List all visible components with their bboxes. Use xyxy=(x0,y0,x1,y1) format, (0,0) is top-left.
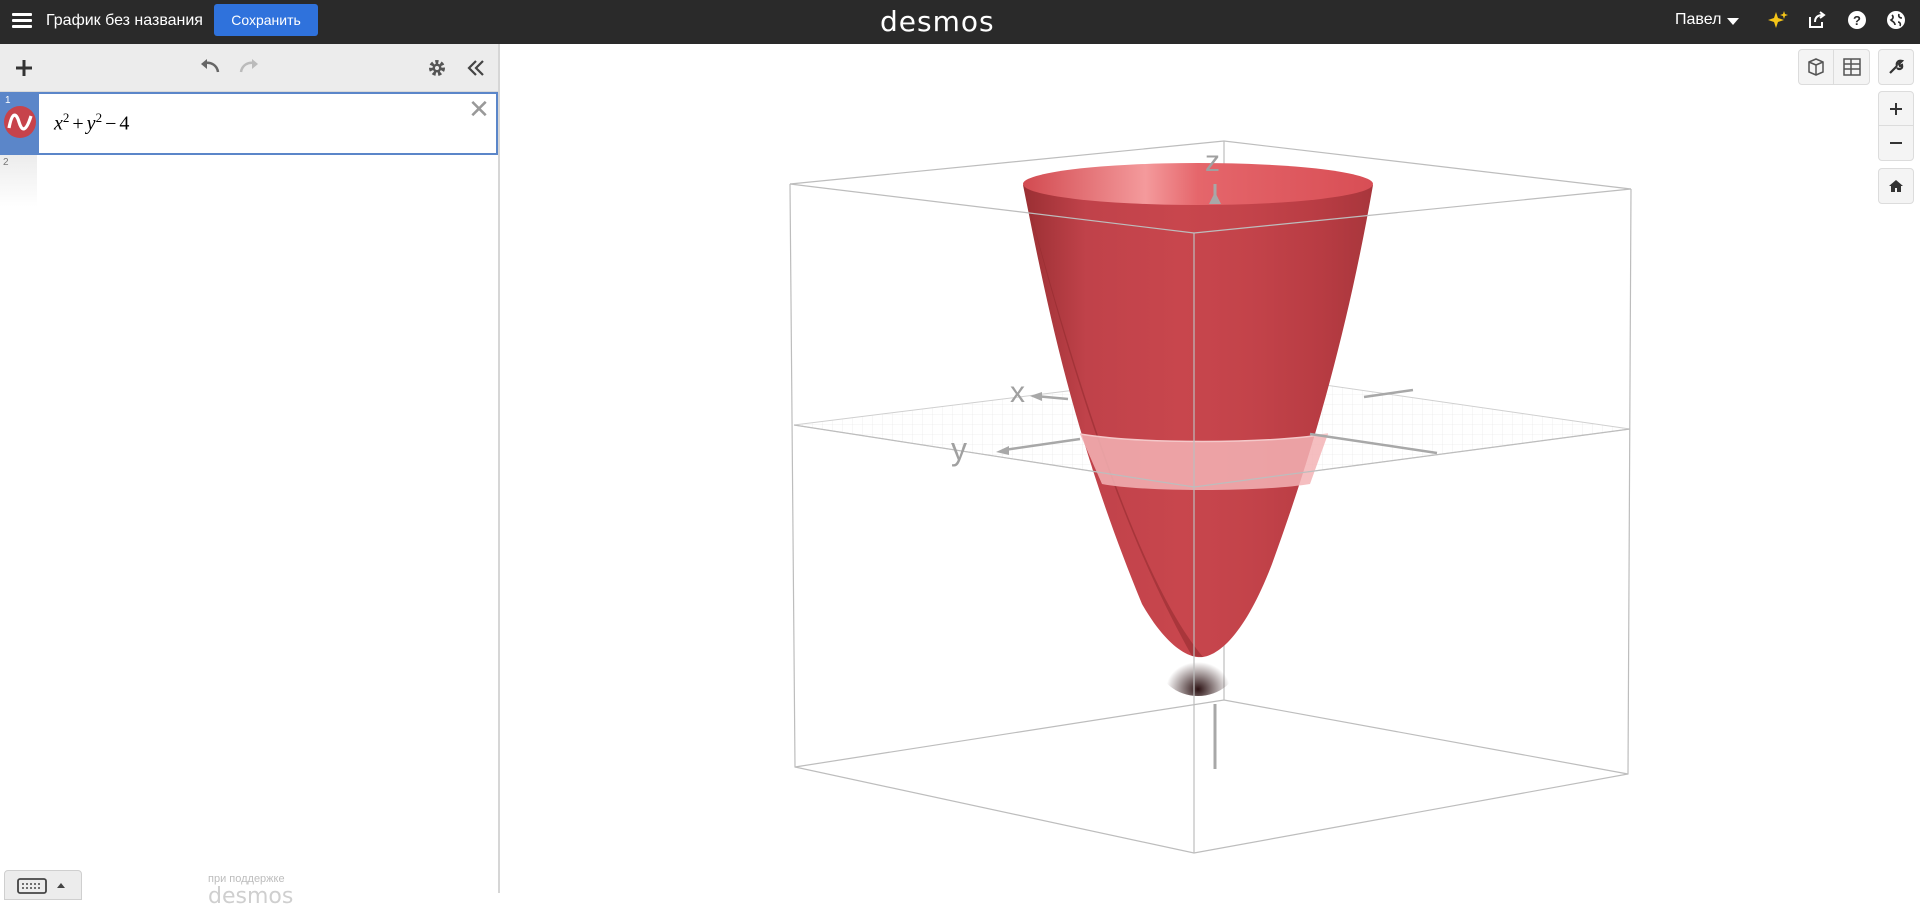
surface-color-icon[interactable] xyxy=(4,106,36,138)
view-toggle-group xyxy=(1798,49,1870,85)
home-icon[interactable] xyxy=(1878,168,1914,204)
user-menu[interactable]: Павел xyxy=(1675,11,1740,29)
zoom-in-icon[interactable] xyxy=(1879,92,1913,126)
collapse-panel-icon[interactable] xyxy=(464,56,488,80)
expression-toolbar xyxy=(0,44,498,92)
3d-graph[interactable]: z x y xyxy=(502,44,1920,893)
bounding-box-front xyxy=(789,183,1632,854)
graph-title[interactable]: График без названия xyxy=(46,12,203,29)
expression-panel: 1 x2 + y2−4 ✕ 2 при поддержке desmos xyxy=(0,44,500,909)
help-icon[interactable]: ? xyxy=(1846,10,1868,32)
user-name: Павел xyxy=(1675,11,1722,28)
expression-tab[interactable]: 1 xyxy=(2,94,39,153)
axis-y-label: y xyxy=(951,431,967,467)
chevron-down-icon xyxy=(1727,17,1740,25)
zoom-out-icon[interactable] xyxy=(1879,126,1913,160)
language-icon[interactable] xyxy=(1885,10,1907,32)
keyboard-toggle-button[interactable] xyxy=(4,870,82,900)
axis-x-label: x xyxy=(1010,376,1025,409)
axes xyxy=(996,184,1438,769)
top-bar: График без названия Сохранить desmos Пав… xyxy=(0,0,1920,44)
menu-icon[interactable] xyxy=(12,11,32,31)
save-button[interactable]: Сохранить xyxy=(214,4,318,36)
expression-index: 2 xyxy=(3,157,9,168)
wrench-icon[interactable] xyxy=(1878,49,1914,85)
close-icon[interactable]: ✕ xyxy=(468,94,490,124)
desmos-logo: desmos xyxy=(880,5,995,38)
add-expression-icon[interactable] xyxy=(12,56,36,80)
expression-row[interactable]: 1 x2 + y2−4 ✕ xyxy=(0,92,498,155)
axis-z-label: z xyxy=(1205,145,1220,178)
graph-canvas[interactable]: z x y xyxy=(502,44,1920,893)
expression-math[interactable]: x2 + y2−4 xyxy=(54,110,130,135)
expression-tab: 2 xyxy=(0,155,37,207)
paraboloid-surface[interactable] xyxy=(1023,163,1373,696)
svg-text:?: ? xyxy=(1853,13,1861,28)
3d-view-icon[interactable] xyxy=(1799,50,1835,84)
powered-by-label: при поддержке xyxy=(208,873,285,885)
empty-expression-row[interactable]: 2 xyxy=(0,155,498,207)
undo-icon[interactable] xyxy=(198,56,222,80)
sparkle-icon[interactable] xyxy=(1767,10,1789,32)
share-icon[interactable] xyxy=(1806,10,1828,32)
powered-by-logo: desmos xyxy=(208,884,294,909)
zoom-controls xyxy=(1878,91,1914,161)
redo-icon[interactable] xyxy=(237,56,261,80)
table-view-icon[interactable] xyxy=(1834,50,1869,84)
expression-index: 1 xyxy=(5,95,11,106)
gear-icon[interactable] xyxy=(425,56,449,80)
